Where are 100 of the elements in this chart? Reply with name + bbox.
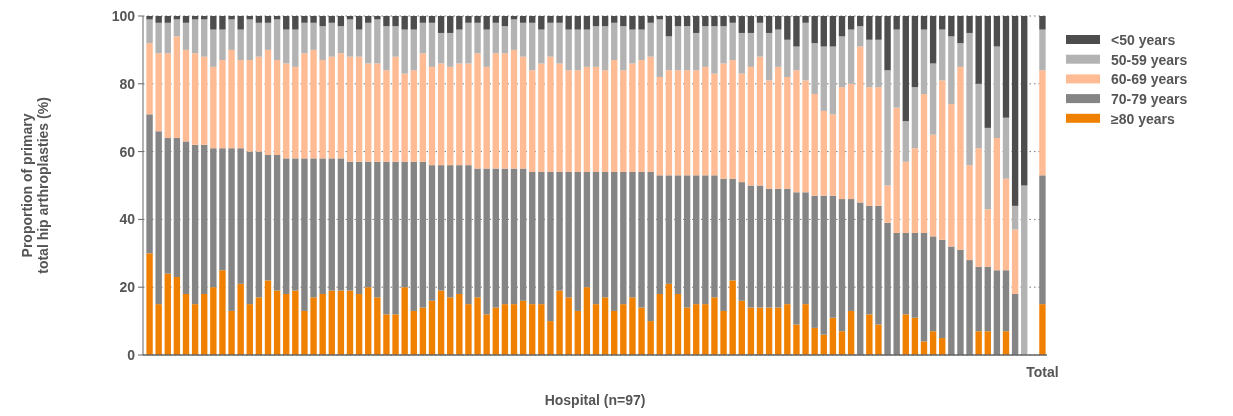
bar — [811, 327, 818, 355]
bar — [383, 26, 390, 71]
bar — [310, 22, 317, 50]
bar — [683, 175, 691, 308]
bar — [866, 87, 873, 206]
bar — [428, 16, 436, 23]
bar — [255, 22, 263, 57]
bar — [565, 70, 572, 172]
bar — [392, 314, 399, 355]
bar — [747, 32, 755, 67]
y-tick-label: 0 — [127, 346, 136, 363]
bar — [611, 60, 618, 172]
y-axis-title: Proportion of primary total hip arthroplasties (%) — [18, 97, 52, 274]
bar — [428, 300, 436, 355]
bar — [437, 16, 445, 33]
bar — [237, 60, 244, 149]
bar — [665, 16, 673, 37]
bar — [820, 195, 827, 335]
bar — [201, 19, 208, 57]
bar — [1039, 29, 1046, 71]
bar — [948, 16, 955, 37]
bar — [510, 168, 518, 305]
bar — [310, 158, 317, 298]
bar — [219, 29, 226, 61]
bar — [683, 70, 691, 176]
bar — [401, 73, 408, 162]
bar — [765, 80, 773, 189]
bar — [474, 53, 481, 169]
bar — [1039, 304, 1046, 355]
bar — [201, 293, 208, 355]
bar — [811, 93, 818, 196]
bar — [501, 304, 509, 355]
bar — [155, 16, 162, 23]
bar — [756, 16, 764, 23]
bar — [847, 29, 855, 84]
bar — [164, 53, 171, 139]
bar — [574, 16, 581, 30]
bar — [747, 185, 755, 308]
bar — [565, 171, 572, 298]
bar — [355, 161, 363, 294]
bar — [246, 19, 253, 61]
bar — [519, 16, 527, 23]
bar — [410, 29, 417, 71]
bar — [784, 16, 791, 40]
bar — [939, 16, 946, 30]
bar — [729, 60, 736, 179]
bar — [419, 16, 427, 23]
bar — [729, 178, 736, 281]
bar — [574, 29, 581, 71]
bar — [620, 16, 627, 27]
bar — [656, 77, 663, 176]
bar — [182, 49, 190, 142]
bar — [510, 19, 518, 50]
bar — [273, 290, 281, 355]
y-tick-label: 80 — [119, 75, 136, 92]
bar — [920, 16, 928, 30]
bar — [574, 171, 581, 311]
bar — [729, 280, 736, 355]
bar — [638, 29, 645, 61]
bar — [893, 16, 900, 30]
bar — [501, 53, 509, 169]
bar — [401, 29, 408, 74]
bar — [374, 297, 381, 355]
bar — [510, 304, 518, 355]
bar — [665, 36, 673, 71]
bar — [346, 19, 354, 57]
bar — [592, 66, 600, 172]
bar — [793, 192, 800, 325]
bar — [556, 63, 563, 172]
bar — [747, 16, 755, 33]
bar — [638, 307, 645, 355]
bar — [264, 22, 272, 50]
bar — [966, 16, 973, 33]
bar — [301, 53, 308, 159]
bar — [365, 22, 372, 64]
bar — [647, 16, 654, 23]
bar — [210, 16, 217, 30]
bar — [310, 297, 317, 355]
bar — [720, 63, 727, 179]
bar — [829, 195, 837, 318]
bar — [419, 161, 427, 308]
bar — [419, 307, 427, 355]
bar — [273, 60, 281, 155]
bar — [383, 314, 390, 355]
bar — [601, 70, 609, 172]
x-tick-label: Total — [1026, 364, 1059, 380]
bar — [966, 165, 973, 261]
bar — [875, 324, 882, 355]
bar — [747, 307, 755, 355]
bar — [410, 310, 417, 355]
bar — [838, 36, 846, 88]
bar — [547, 22, 554, 57]
bar — [538, 16, 545, 30]
bar — [583, 66, 591, 172]
bar — [465, 22, 472, 64]
bar — [529, 16, 536, 23]
bar — [447, 297, 454, 355]
bar — [465, 16, 472, 23]
bar — [228, 16, 235, 20]
bar — [237, 29, 244, 61]
